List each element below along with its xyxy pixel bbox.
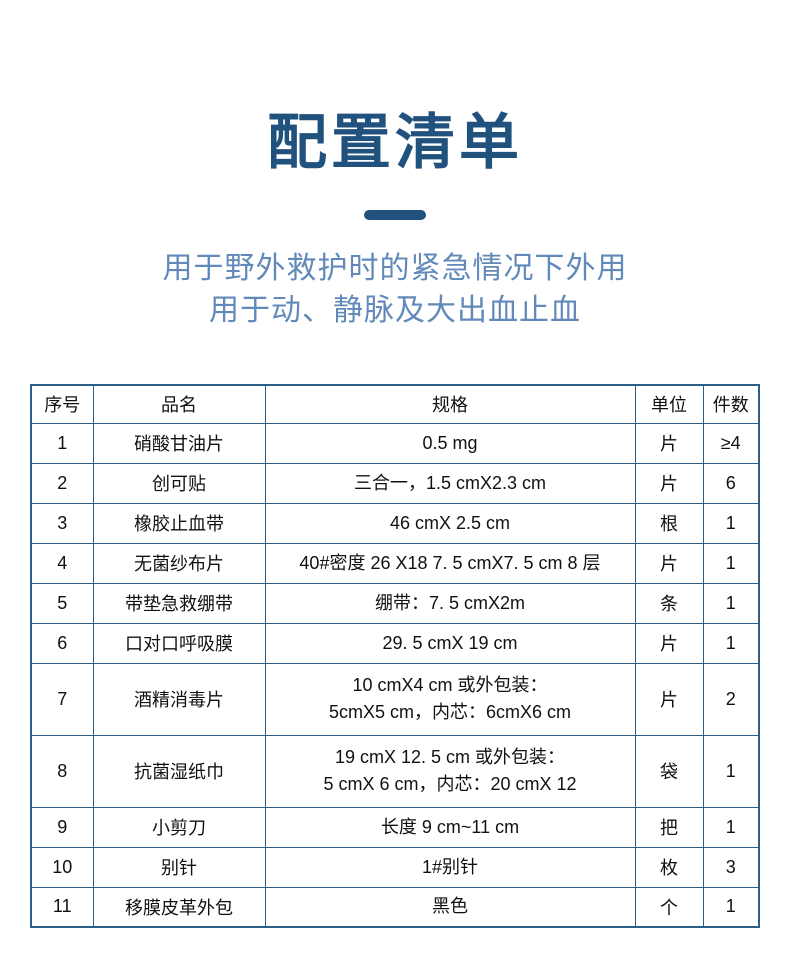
row-name: 小剪刀: [92, 806, 266, 848]
row-spec: 10 cmX4 cm 或外包装： 5cmX5 cm，内芯：6cmX6 cm: [264, 662, 636, 736]
row-spec: 29. 5 cmX 19 cm: [264, 622, 636, 664]
row-spec-line: 19 cmX 12. 5 cm 或外包装：: [334, 747, 566, 767]
table-row: 2 创可贴 三合一，1.5 cmX2.3 cm 片 6: [30, 462, 760, 504]
row-name: 橡胶止血带: [92, 502, 266, 544]
row-qty: 1: [702, 582, 760, 624]
row-qty: 1: [702, 886, 760, 928]
row-no: 6: [30, 622, 94, 664]
row-unit: 条: [634, 582, 704, 624]
page-title: 配置清单: [267, 109, 523, 176]
row-spec-line: 三合一，1.5 cmX2.3 cm: [353, 472, 547, 493]
row-name: 抗菌湿纸巾: [92, 734, 266, 808]
row-spec: 长度 9 cm~11 cm: [264, 806, 636, 848]
row-unit: 片: [634, 662, 704, 736]
row-name: 带垫急救绷带: [92, 582, 266, 624]
row-spec-line: 29. 5 cmX 19 cm: [382, 632, 518, 653]
row-name: 酒精消毒片: [92, 662, 266, 736]
row-spec-line: 长度 9 cm~11 cm: [380, 816, 520, 837]
row-spec: 三合一，1.5 cmX2.3 cm: [264, 462, 636, 504]
row-unit: 袋: [634, 734, 704, 808]
row-spec: 绷带：7. 5 cmX2m: [264, 582, 636, 624]
config-list-table: 序号 品名 规格 单位 件数 1 硝酸甘油片 0.5 mg 片 ≥4 2 创可贴 三合一，1.…: [30, 384, 760, 928]
table-row: 10 别针 1#别针 枚 3: [30, 846, 760, 888]
row-spec-line: 1#别针: [421, 856, 479, 877]
row-no: 8: [30, 734, 94, 808]
title-divider: [364, 210, 426, 220]
row-spec-line: 46 cmX 2.5 cm: [389, 512, 511, 533]
col-header-qty: 件数: [702, 384, 760, 424]
row-name: 创可贴: [92, 462, 266, 504]
row-no: 3: [30, 502, 94, 544]
row-unit: 片: [634, 622, 704, 664]
subtitle-line-2: 用于动、静脉及大出血止血: [209, 294, 581, 327]
table-row: 8 抗菌湿纸巾 19 cmX 12. 5 cm 或外包装： 5 cmX 6 cm，内芯…: [30, 734, 760, 808]
row-unit: 枚: [634, 846, 704, 888]
col-header-unit: 单位: [634, 384, 704, 424]
row-unit: 个: [634, 886, 704, 928]
row-name: 无菌纱布片: [92, 542, 266, 584]
row-spec: 0.5 mg: [264, 422, 636, 464]
row-spec-line: 黑色: [432, 896, 468, 917]
row-spec-line: 0.5 mg: [422, 432, 478, 453]
table-row: 3 橡胶止血带 46 cmX 2.5 cm 根 1: [30, 502, 760, 544]
row-no: 5: [30, 582, 94, 624]
table-row: 6 口对口呼吸膜 29. 5 cmX 19 cm 片 1: [30, 622, 760, 664]
row-qty: ≥4: [702, 422, 760, 464]
row-no: 9: [30, 806, 94, 848]
row-name: 别针: [92, 846, 266, 888]
table-row: 1 硝酸甘油片 0.5 mg 片 ≥4: [30, 422, 760, 464]
col-header-spec: 规格: [264, 384, 636, 424]
row-spec: 1#别针: [264, 846, 636, 888]
table-header-row: 序号 品名 规格 单位 件数: [30, 384, 760, 424]
subtitle-line-1: 用于野外救护时的紧急情况下外用: [162, 252, 628, 285]
row-spec-line: 40#密度 26 X18 7. 5 cmX7. 5 cm 8 层: [299, 552, 601, 573]
row-name: 硝酸甘油片: [92, 422, 266, 464]
row-spec: 46 cmX 2.5 cm: [264, 502, 636, 544]
table-row: 9 小剪刀 长度 9 cm~11 cm 把 1: [30, 806, 760, 848]
row-spec-line: 5 cmX 6 cm，内芯：20 cmX 12: [323, 774, 577, 794]
row-qty: 3: [702, 846, 760, 888]
row-unit: 根: [634, 502, 704, 544]
row-unit: 把: [634, 806, 704, 848]
row-unit: 片: [634, 542, 704, 584]
row-qty: 1: [702, 622, 760, 664]
table-row: 7 酒精消毒片 10 cmX4 cm 或外包装： 5cmX5 cm，内芯：6cmX6 …: [30, 662, 760, 736]
row-spec: 黑色: [264, 886, 636, 928]
row-spec-line: 绷带：7. 5 cmX2m: [374, 592, 526, 613]
row-no: 10: [30, 846, 94, 888]
row-no: 11: [30, 886, 94, 928]
row-unit: 片: [634, 422, 704, 464]
row-spec-line: 10 cmX4 cm 或外包装：: [352, 675, 548, 695]
row-spec: 40#密度 26 X18 7. 5 cmX7. 5 cm 8 层: [264, 542, 636, 584]
row-qty: 6: [702, 462, 760, 504]
row-no: 4: [30, 542, 94, 584]
table-row: 11 移膜皮革外包 黑色 个 1: [30, 886, 760, 928]
row-qty: 2: [702, 662, 760, 736]
row-spec: 19 cmX 12. 5 cm 或外包装： 5 cmX 6 cm，内芯：20 cm…: [264, 734, 636, 808]
row-qty: 1: [702, 502, 760, 544]
row-qty: 1: [702, 734, 760, 808]
row-spec-line: 5cmX5 cm，内芯：6cmX6 cm: [328, 702, 572, 722]
row-qty: 1: [702, 806, 760, 848]
row-name: 移膜皮革外包: [92, 886, 266, 928]
row-no: 7: [30, 662, 94, 736]
col-header-name: 品名: [92, 384, 266, 424]
row-no: 2: [30, 462, 94, 504]
table-row: 5 带垫急救绷带 绷带：7. 5 cmX2m 条 1: [30, 582, 760, 624]
row-no: 1: [30, 422, 94, 464]
row-qty: 1: [702, 542, 760, 584]
row-unit: 片: [634, 462, 704, 504]
col-header-no: 序号: [30, 384, 94, 424]
row-name: 口对口呼吸膜: [92, 622, 266, 664]
